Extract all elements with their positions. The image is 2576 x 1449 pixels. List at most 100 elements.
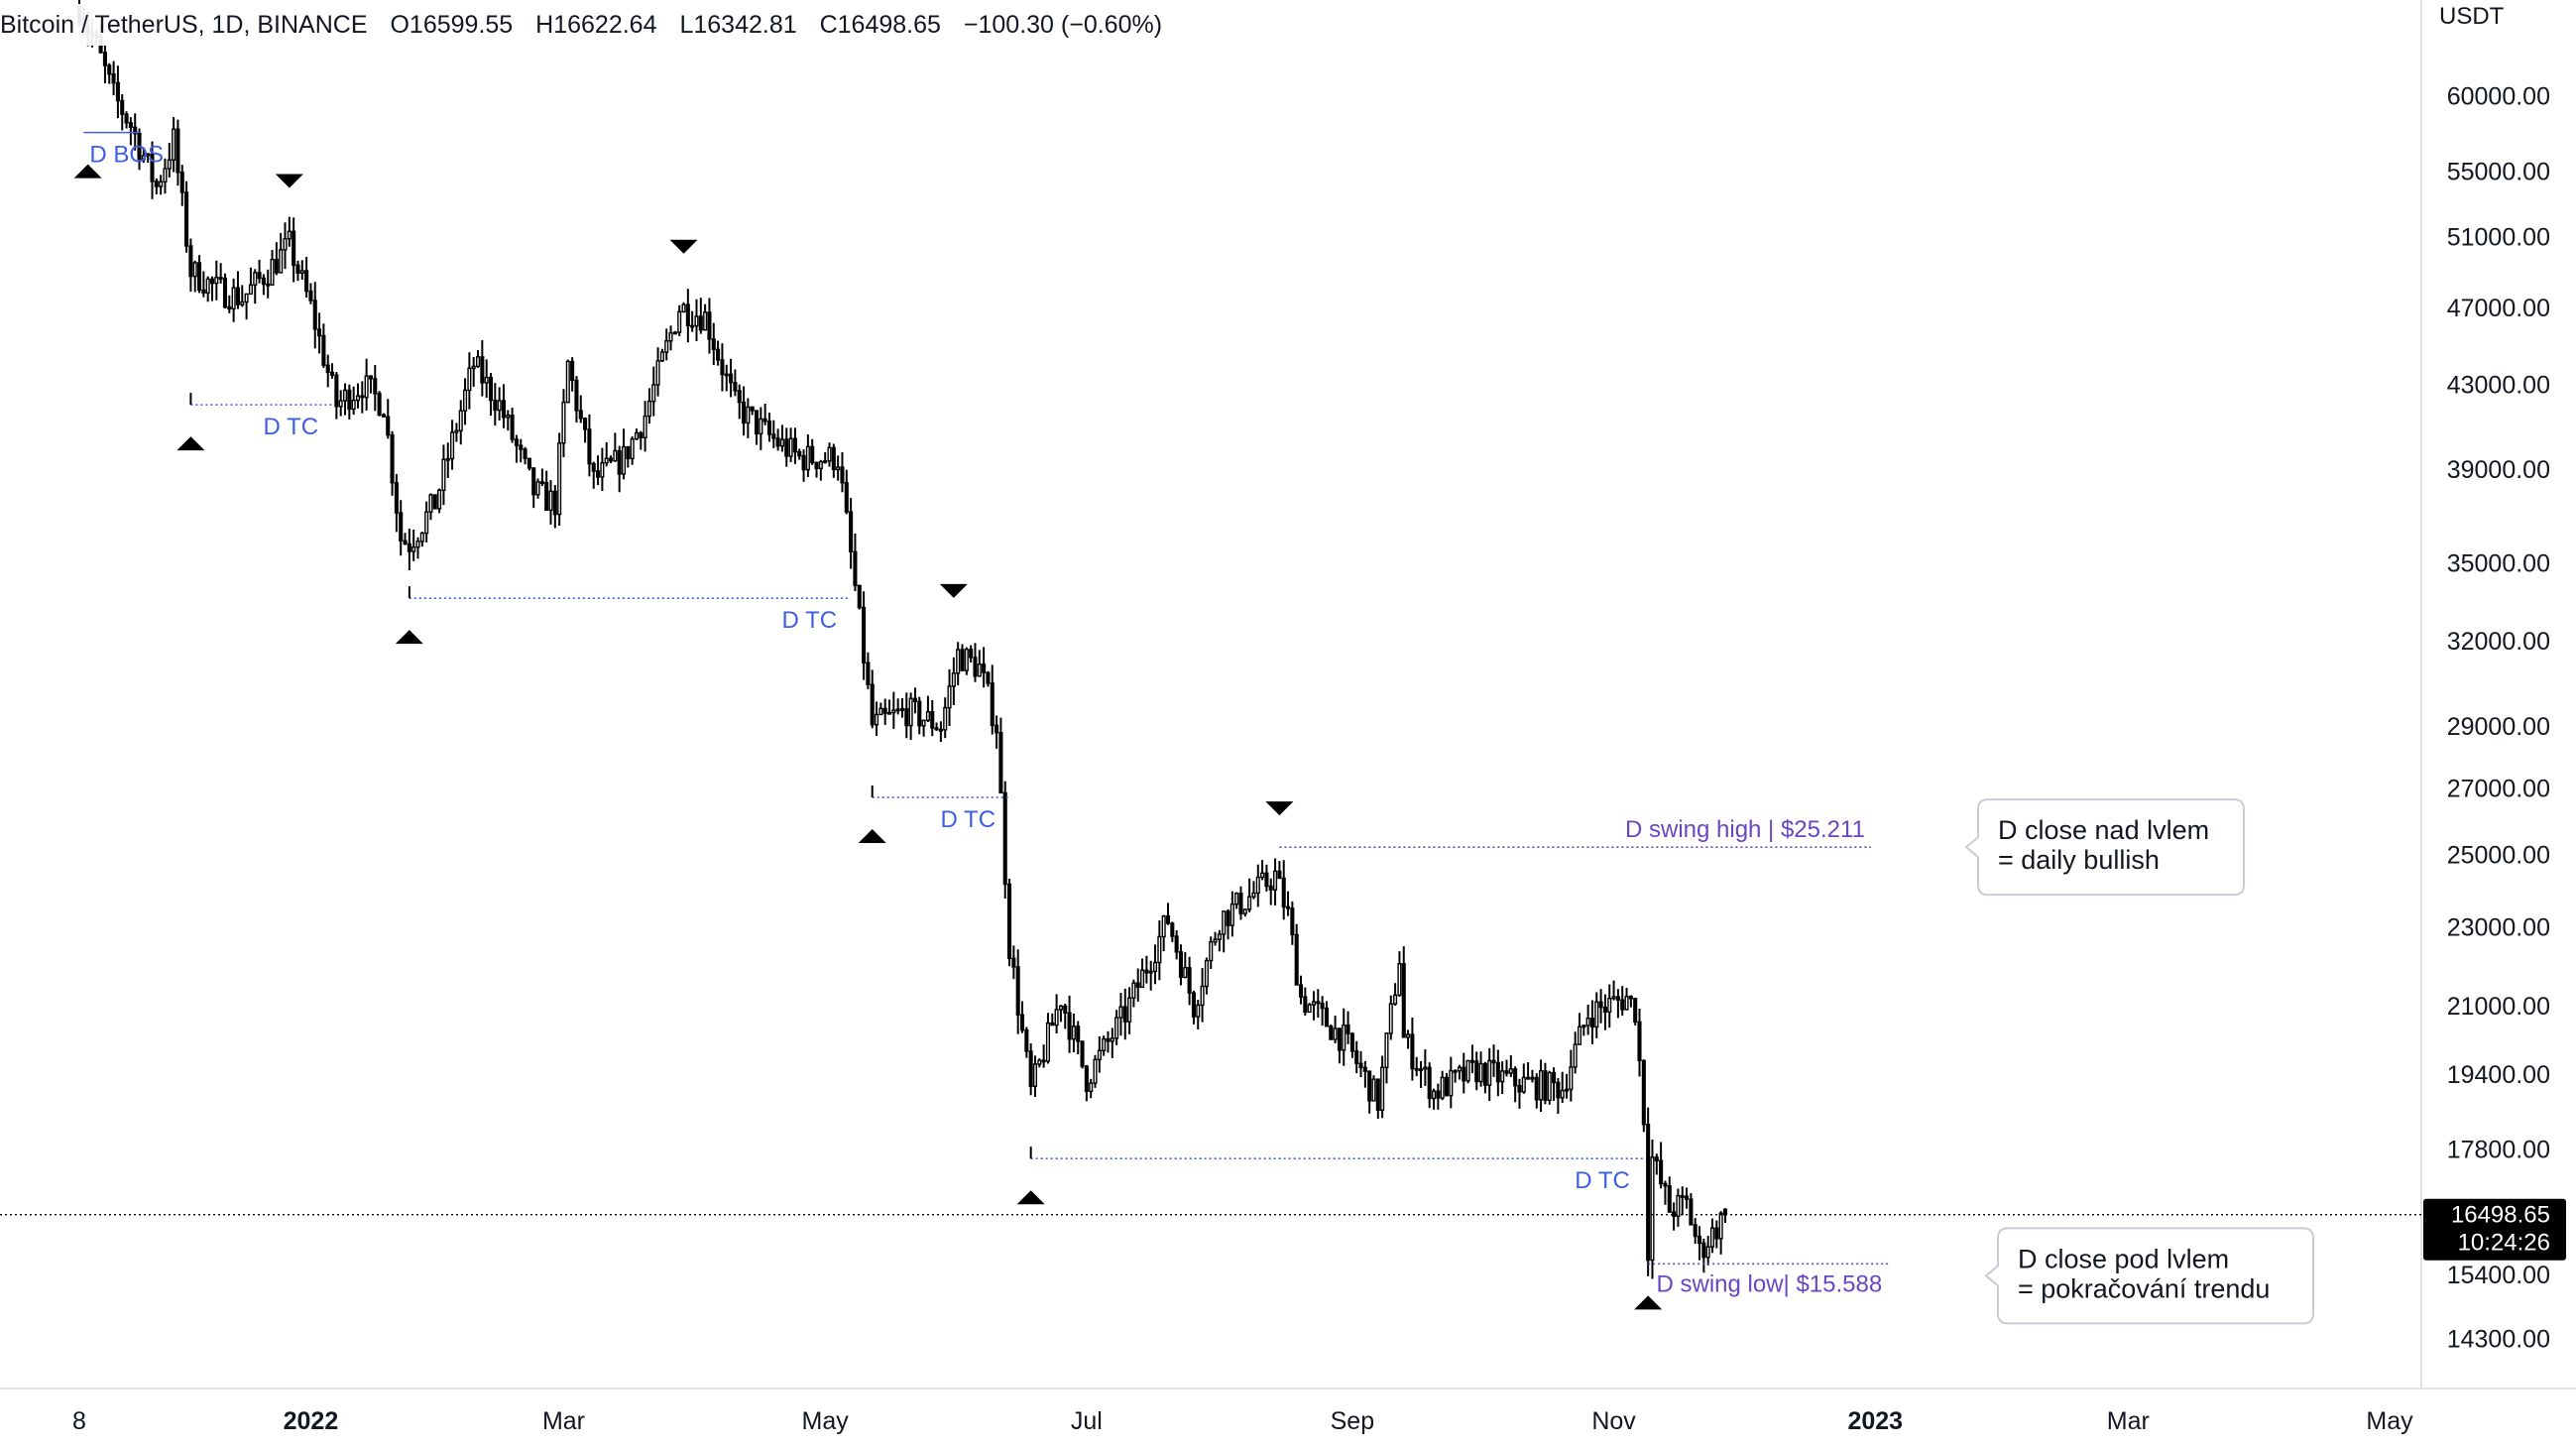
candle-body bbox=[990, 682, 995, 727]
candle-body bbox=[746, 406, 751, 424]
candle-body bbox=[853, 550, 858, 587]
candle-body bbox=[1615, 996, 1620, 1001]
candle-body bbox=[1144, 969, 1149, 974]
candle-body bbox=[1654, 1156, 1659, 1161]
candle-body bbox=[707, 311, 712, 340]
candle-body bbox=[1521, 1076, 1526, 1093]
candle-body bbox=[668, 331, 673, 342]
time-tick-label: May bbox=[2366, 1407, 2413, 1435]
candle-body bbox=[840, 466, 845, 484]
candle-body bbox=[128, 122, 133, 128]
candle-body bbox=[1397, 963, 1402, 997]
candle-body bbox=[737, 390, 742, 404]
candle-body bbox=[334, 374, 339, 408]
candle-body bbox=[784, 438, 789, 457]
time-axis[interactable]: 8 2022 Mar May Jul Sep Nov 2023 Mar May bbox=[0, 1388, 2576, 1435]
candle-body bbox=[163, 168, 168, 183]
annotation-callout: D close nad lvlem= daily bullish bbox=[1964, 798, 2245, 897]
time-tick-label: Jul bbox=[1071, 1407, 1103, 1435]
legend-symbol: Bitcoin / TetherUS, 1D, BINANCE bbox=[0, 11, 368, 39]
candle-body bbox=[1393, 994, 1398, 1005]
candle-body bbox=[355, 395, 361, 402]
symbol-legend[interactable]: Bitcoin / TetherUS, 1D, BINANCE O16599.5… bbox=[0, 4, 1165, 46]
candle-body bbox=[493, 399, 498, 412]
candle-body bbox=[342, 389, 348, 402]
last-price-countdown: 10:24:26 bbox=[2458, 1230, 2550, 1257]
candle-body bbox=[1362, 1066, 1367, 1072]
candle-body bbox=[1217, 933, 1222, 940]
candle-body bbox=[921, 719, 926, 727]
candle-body bbox=[1191, 992, 1196, 1018]
price-axis[interactable]: 60000.00 55000.00 51000.00 47000.00 43000.00… bbox=[0, 0, 2566, 1389]
legend-open-value: 16599.55 bbox=[410, 11, 513, 39]
candle-body bbox=[287, 230, 292, 240]
candle-body bbox=[1255, 876, 1260, 895]
candle-body bbox=[1032, 1063, 1038, 1088]
level-label: D TC bbox=[782, 607, 838, 634]
time-tick-label: May bbox=[802, 1407, 850, 1435]
candle-body bbox=[519, 444, 524, 450]
candle-body bbox=[480, 356, 485, 384]
candle-body bbox=[192, 262, 197, 278]
candle-body bbox=[1474, 1060, 1479, 1083]
candle-body bbox=[1277, 870, 1282, 880]
candle-body bbox=[527, 457, 531, 469]
candle-body bbox=[703, 311, 708, 331]
candle-body bbox=[788, 437, 793, 457]
candle-body bbox=[1589, 1018, 1594, 1028]
candle-body bbox=[1602, 1006, 1607, 1014]
candle-body bbox=[1222, 910, 1227, 935]
candle-body bbox=[878, 707, 883, 716]
candle-body bbox=[419, 532, 424, 543]
candle-body bbox=[253, 272, 258, 287]
candle-body bbox=[561, 401, 566, 444]
candle-body bbox=[133, 126, 138, 135]
candle-body bbox=[1054, 1009, 1059, 1026]
candle-body bbox=[308, 290, 313, 302]
candle-body bbox=[523, 448, 527, 459]
candle-body bbox=[1641, 1059, 1646, 1126]
candle-body bbox=[797, 450, 802, 457]
candle-body bbox=[1534, 1076, 1539, 1101]
candle-body bbox=[497, 400, 502, 412]
candle-body bbox=[390, 433, 395, 484]
candle-body bbox=[1174, 935, 1179, 953]
candle-body bbox=[107, 64, 112, 75]
candle-body bbox=[218, 277, 223, 280]
candle-body bbox=[862, 606, 867, 664]
candle-body bbox=[621, 445, 627, 475]
candle-body bbox=[814, 461, 819, 470]
candle-body bbox=[1161, 914, 1166, 938]
candle-body bbox=[1316, 1001, 1321, 1005]
candle-body bbox=[1539, 1070, 1544, 1101]
candle-body bbox=[1560, 1089, 1565, 1099]
price-tick-label: 47000.00 bbox=[2447, 295, 2550, 322]
candle-body bbox=[1209, 941, 1214, 962]
candle-body bbox=[539, 481, 544, 485]
candle-body bbox=[578, 410, 583, 420]
legend-low-value: 16342.81 bbox=[693, 11, 796, 39]
candle-body bbox=[1410, 1033, 1415, 1070]
candle-body bbox=[1500, 1070, 1505, 1083]
candle-body bbox=[779, 438, 784, 447]
candle-body bbox=[938, 728, 943, 732]
candle-body bbox=[1157, 935, 1162, 964]
candle-body bbox=[415, 541, 420, 548]
candle-body bbox=[766, 421, 772, 435]
candle-body bbox=[270, 258, 275, 286]
candle-body bbox=[188, 245, 193, 278]
candle-body bbox=[510, 414, 515, 440]
candle-body bbox=[394, 482, 399, 514]
candle-body bbox=[1349, 1032, 1354, 1052]
candle-body bbox=[1204, 959, 1209, 988]
candle-body bbox=[1491, 1059, 1496, 1064]
candle-body bbox=[613, 449, 618, 462]
candle-body bbox=[248, 284, 253, 296]
price-tick-label: 23000.00 bbox=[2447, 913, 2550, 941]
candle-body bbox=[227, 305, 232, 310]
candle-body bbox=[209, 278, 215, 285]
candle-body bbox=[1414, 1067, 1419, 1071]
